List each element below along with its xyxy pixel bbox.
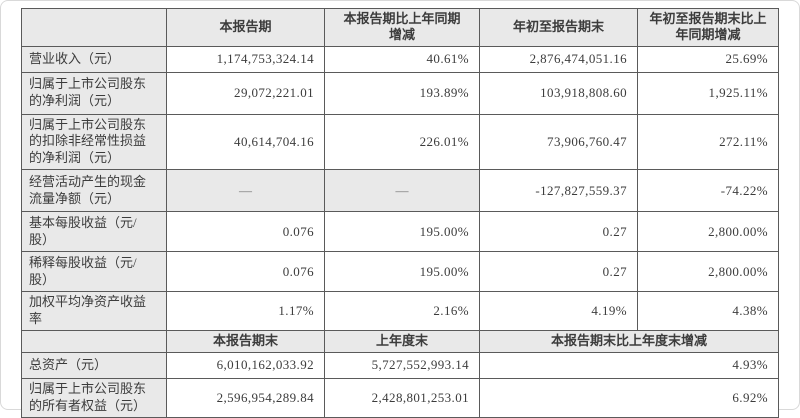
value-cell: 4.38% (637, 291, 779, 331)
value-cell: 1.17% (166, 291, 325, 331)
empty-dash-cell: — (324, 169, 480, 213)
value-cell: -74.22% (637, 169, 779, 213)
value-cell: 1,925.11% (637, 71, 779, 115)
row-net-profit: 归属于上市公司股东 的净利润（元） 29,072,221.01 193.89% … (21, 71, 779, 115)
row-label: 经营活动产生的现金 流量净额（元） (21, 169, 167, 213)
value-cell: -127,827,559.37 (479, 169, 638, 213)
value-cell: 2.16% (324, 291, 480, 331)
value-cell: 40.61% (324, 45, 480, 73)
value-cell: 73,906,760.47 (479, 113, 638, 171)
col-header-ytd-yoy: 年初至报告期末比上 年同期增减 (637, 8, 779, 47)
row-label: 营业收入（元） (21, 45, 167, 73)
row-label: 归属于上市公司股东 的扣除非经常性损益 的净利润（元） (21, 113, 167, 171)
col-header-period-end: 本报告期末 (166, 329, 325, 353)
row-label: 稀释每股收益（元/ 股） (21, 251, 167, 293)
value-cell: 0.076 (166, 211, 325, 253)
value-cell: 6.92% (479, 377, 779, 418)
value-cell: 103,918,808.60 (479, 71, 638, 115)
value-cell: 0.27 (479, 251, 638, 293)
value-cell: 195.00% (324, 251, 480, 293)
row-operating-revenue: 营业收入（元） 1,174,753,324.14 40.61% 2,876,47… (21, 45, 779, 73)
row-total-assets: 总资产（元） 6,010,162,033.92 5,727,552,993.14… (21, 351, 779, 379)
empty-dash-cell: — (166, 169, 325, 213)
corner-cell (21, 8, 167, 47)
value-cell: 2,800.00% (637, 251, 779, 293)
value-cell: 5,727,552,993.14 (324, 351, 480, 379)
row-basic-eps: 基本每股收益（元/ 股） 0.076 195.00% 0.27 2,800.00… (21, 211, 779, 253)
row-label: 总资产（元） (21, 351, 167, 379)
row-label: 归属于上市公司股东 的净利润（元） (21, 71, 167, 115)
value-cell: 226.01% (324, 113, 480, 171)
corner-cell (21, 329, 167, 353)
value-cell: 0.27 (479, 211, 638, 253)
value-cell: 2,800.00% (637, 211, 779, 253)
col-header-prev-year-end: 上年度末 (324, 329, 480, 353)
col-header-current-period: 本报告期 (166, 8, 325, 47)
value-cell: 272.11% (637, 113, 779, 171)
row-label: 加权平均净资产收益 率 (21, 291, 167, 331)
value-cell: 2,596,954,289.84 (166, 377, 325, 418)
row-label: 基本每股收益（元/ 股） (21, 211, 167, 253)
value-cell: 195.00% (324, 211, 480, 253)
header-row-1: 本报告期 本报告期比上年同期 增减 年初至报告期末 年初至报告期末比上 年同期增… (21, 8, 779, 47)
financial-summary-table: 本报告期 本报告期比上年同期 增减 年初至报告期末 年初至报告期末比上 年同期增… (21, 8, 779, 418)
row-net-profit-excl-nonrecurring: 归属于上市公司股东 的扣除非经常性损益 的净利润（元） 40,614,704.1… (21, 113, 779, 171)
row-label: 归属于上市公司股东 的所有者权益（元） (21, 377, 167, 418)
value-cell: 25.69% (637, 45, 779, 73)
value-cell: 0.076 (166, 251, 325, 293)
value-cell: 1,174,753,324.14 (166, 45, 325, 73)
value-cell: 4.19% (479, 291, 638, 331)
col-header-ytd: 年初至报告期末 (479, 8, 638, 47)
header-row-2: 本报告期末 上年度末 本报告期末比上年度末增减 (21, 329, 779, 353)
row-operating-cash-flow: 经营活动产生的现金 流量净额（元） — — -127,827,559.37 -7… (21, 169, 779, 213)
value-cell: 40,614,704.16 (166, 113, 325, 171)
col-header-period-end-vs-prev: 本报告期末比上年度末增减 (479, 329, 779, 353)
value-cell: 2,876,474,051.16 (479, 45, 638, 73)
value-cell: 2,428,801,253.01 (324, 377, 480, 418)
col-header-current-period-yoy: 本报告期比上年同期 增减 (324, 8, 480, 47)
value-cell: 193.89% (324, 71, 480, 115)
row-diluted-eps: 稀释每股收益（元/ 股） 0.076 195.00% 0.27 2,800.00… (21, 251, 779, 293)
value-cell: 29,072,221.01 (166, 71, 325, 115)
value-cell: 6,010,162,033.92 (166, 351, 325, 379)
row-owners-equity: 归属于上市公司股东 的所有者权益（元） 2,596,954,289.84 2,4… (21, 377, 779, 418)
row-weighted-avg-roe: 加权平均净资产收益 率 1.17% 2.16% 4.19% 4.38% (21, 291, 779, 331)
value-cell: 4.93% (479, 351, 779, 379)
